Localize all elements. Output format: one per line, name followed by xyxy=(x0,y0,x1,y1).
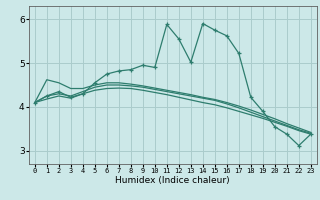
X-axis label: Humidex (Indice chaleur): Humidex (Indice chaleur) xyxy=(116,176,230,185)
